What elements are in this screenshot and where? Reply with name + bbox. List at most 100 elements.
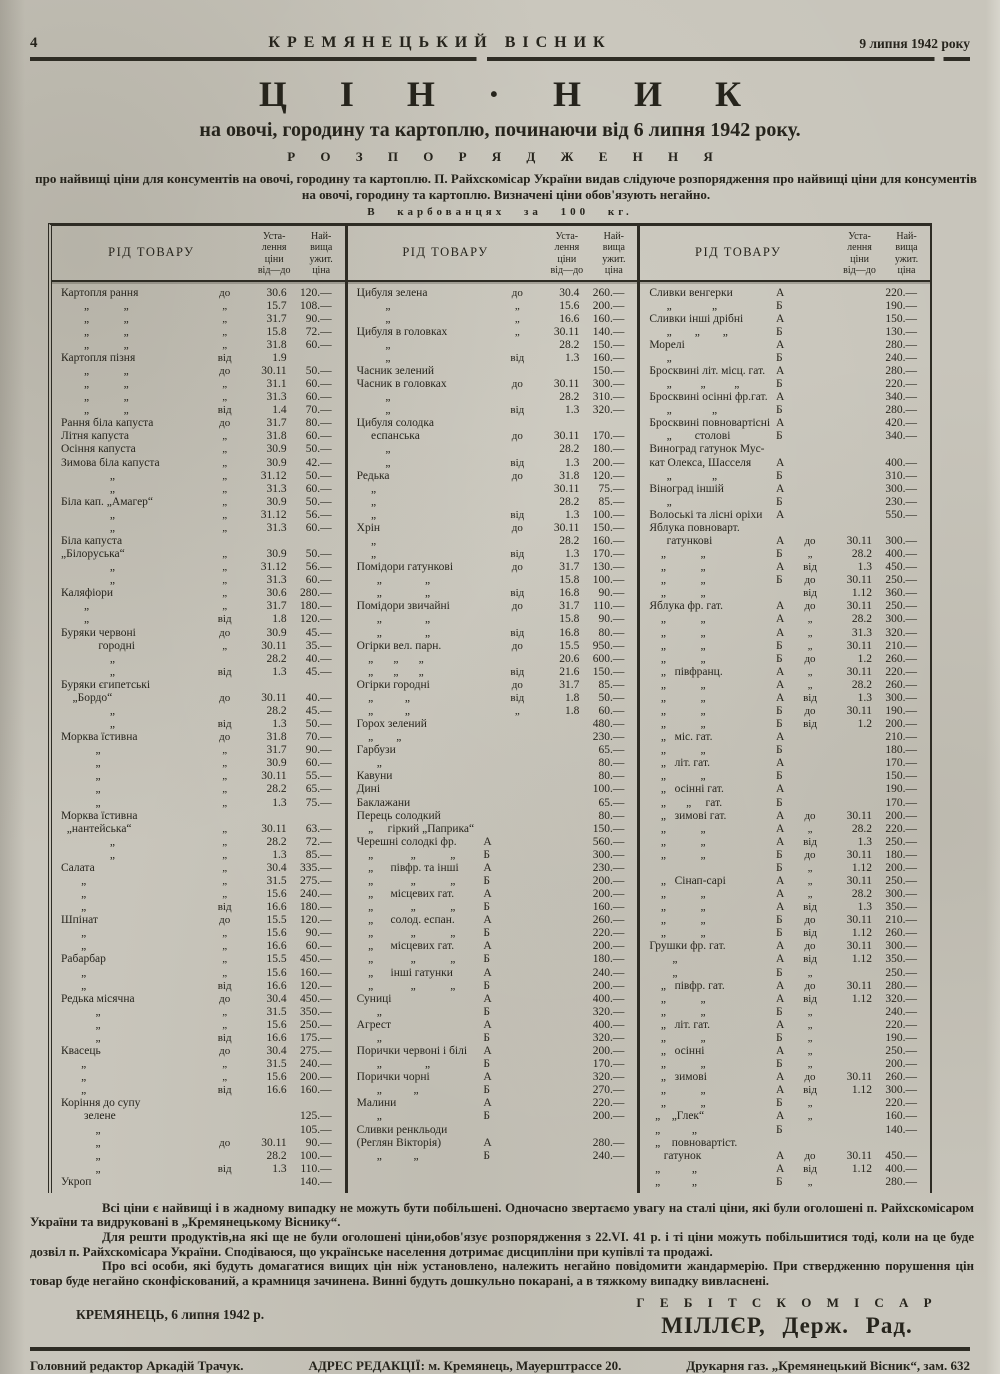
grade-letter: [191, 1110, 210, 1123]
product-name: „: [356, 495, 377, 508]
grade-letter: А: [776, 338, 785, 351]
date-value: 1.3: [272, 665, 287, 678]
range-word: до: [511, 678, 523, 691]
range-word: [502, 810, 532, 823]
range-word: „: [807, 1058, 813, 1071]
grade-letter: Б: [776, 966, 783, 979]
price-value: 180.—: [885, 744, 918, 757]
date-value: [532, 1058, 579, 1071]
range-word: від: [510, 587, 525, 600]
date-value: [532, 810, 579, 823]
product-name: „ „: [649, 848, 706, 861]
product-name: „ „: [649, 691, 706, 704]
product-name: „ зимові: [649, 1071, 707, 1084]
grade-letter: Б: [776, 796, 783, 809]
range-word: [795, 430, 825, 443]
date-value: [825, 339, 872, 352]
grade-letter: [483, 470, 502, 483]
date-value: 28.2: [851, 613, 873, 626]
grade-letter: А: [776, 901, 785, 914]
table-row: „ „ 31.12 50.—: [52, 470, 345, 483]
range-word: „: [514, 325, 520, 338]
date-value: 31.7: [266, 600, 287, 613]
product-name: „ „ „: [356, 953, 456, 966]
range-word: [795, 1137, 825, 1150]
date-value: 31.3: [266, 482, 287, 495]
product-name: „: [61, 940, 87, 953]
price-value: 45.—: [305, 705, 332, 717]
date-value: 1.3: [272, 796, 287, 809]
product-name: (Реглян Вікторія): [356, 1136, 442, 1149]
grade-letter: Б: [776, 861, 783, 874]
table-row: „ осінні гат. А 190.—: [640, 783, 930, 796]
grade-letter: [191, 1019, 210, 1032]
price-value: 150.—: [885, 770, 918, 783]
grade-letter: [483, 692, 502, 705]
table-row: „ „ „ 20.6 600.—: [348, 653, 638, 666]
grade-letter: [191, 640, 210, 653]
table-row: „ „ Б 180.—: [640, 744, 930, 757]
price-value: 180.—: [300, 600, 332, 613]
range-word: від: [803, 587, 817, 600]
date-value: [240, 535, 287, 548]
grade-letter: [191, 483, 210, 496]
grade-letter: А: [776, 835, 785, 848]
price-value: 335.—: [300, 861, 332, 874]
product-name: „ півфранц.: [649, 665, 723, 678]
grade-letter: А: [776, 992, 785, 1005]
range-word: [502, 940, 532, 953]
range-word: „: [222, 783, 228, 796]
header-line: вища: [602, 242, 625, 253]
price-value: 200.—: [885, 861, 918, 874]
grade-letter: [483, 430, 502, 443]
grade-letter: А: [776, 613, 785, 626]
range-word: [502, 1124, 532, 1137]
date-value: 1.12: [851, 992, 873, 1005]
table-row: Зимова біла капуста „ 30.9 42.—: [52, 457, 345, 470]
product-name: „: [356, 456, 391, 469]
price-value: 35.—: [305, 639, 332, 652]
date-value: [532, 1150, 579, 1163]
date-value: 1.12: [851, 1162, 873, 1175]
date-value: 30.11: [553, 325, 580, 338]
product-name: „ осінні гат.: [649, 783, 724, 796]
grade-letter: [483, 1124, 502, 1137]
date-value: [825, 443, 872, 456]
grade-letter: [191, 744, 210, 757]
date-value: 31.3: [266, 521, 287, 534]
grade-letter: А: [776, 940, 785, 953]
range-word: [502, 836, 532, 849]
product-name: „ зимові гат.: [649, 809, 727, 822]
table-row: „ „ Б 170.—: [348, 1058, 638, 1071]
price-value: 50.—: [598, 691, 625, 704]
range-word: „: [807, 613, 813, 626]
table-row: „ „ Б „ 28.2 400.—: [640, 548, 930, 561]
grade-letter: [191, 901, 210, 914]
price-value: 250.—: [885, 574, 918, 587]
grade-letter: Б: [483, 1149, 490, 1162]
date-value: 30.11: [846, 914, 873, 927]
table-row: „ „ від 16.8 90.—: [348, 587, 638, 600]
table-row: Біла кап. „Амагер“ „ 30.9 50.—: [52, 496, 345, 509]
price-value: 250.—: [885, 600, 918, 613]
price-value: 60.—: [305, 482, 332, 495]
product-name: „ „: [649, 652, 706, 665]
date-value: 30.6: [266, 286, 287, 299]
product-name: гатункові: [649, 534, 713, 547]
grade-letter: [191, 666, 210, 679]
price-value: 60.—: [305, 940, 332, 953]
header-line: лення: [554, 242, 580, 253]
date-value: 31.7: [559, 678, 580, 691]
product-name: „ столові: [649, 430, 731, 443]
header-line: Уста-: [555, 230, 579, 242]
price-value: 45.—: [305, 626, 332, 639]
price-value: 200.—: [592, 875, 625, 888]
date-value: 30.11: [261, 691, 287, 704]
price-value: 65.—: [598, 796, 625, 809]
date-value: 1.3: [857, 835, 873, 848]
range-word: до: [511, 639, 523, 652]
product-name: Морелі: [649, 338, 685, 351]
product-name: Рання біла капуста: [61, 417, 154, 430]
